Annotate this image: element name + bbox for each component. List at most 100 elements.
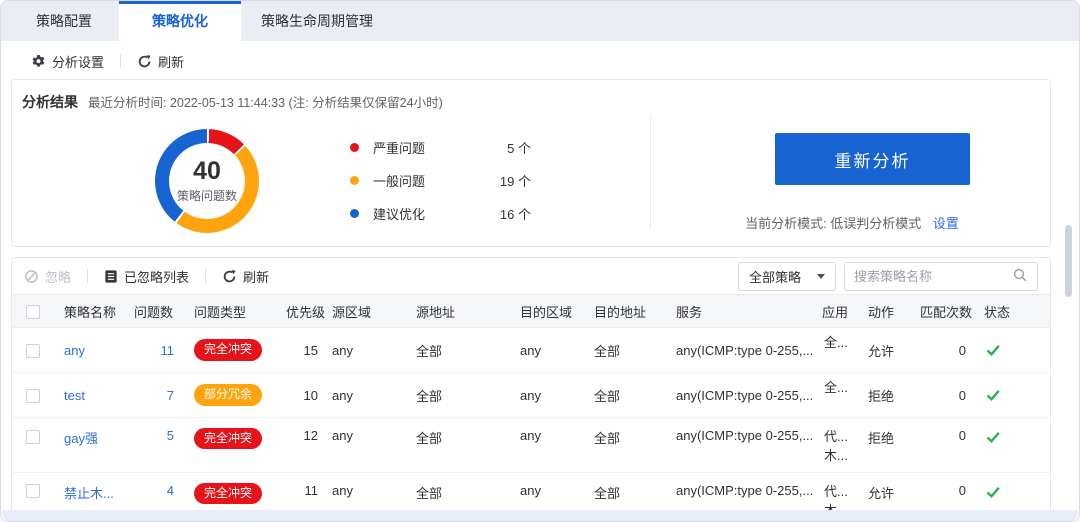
cell-service: any(ICMP:type 0-255,... [676,428,814,443]
cell-match-count: 0 [958,482,966,498]
refresh-icon [222,269,237,284]
issue-count-link[interactable]: 4 [166,482,174,498]
mode-settings-link[interactable]: 设置 [932,216,959,231]
general-dot-icon [350,175,359,185]
issues-donut-chart: 40 策略问题数 [155,129,259,233]
policy-table: 策略名称 问题数 问题类型 优先级 源区域 源地址 目的区域 目的地址 服务 应… [12,294,1050,521]
cell-src-zone: any [332,428,353,443]
cell-dst-zone: any [520,482,541,498]
issue-count-link[interactable]: 7 [166,387,174,403]
header-dst-addr: 目的地址 [592,294,674,328]
donut-total-value: 40 [193,157,221,186]
header-dst-zone: 目的区域 [518,294,592,328]
cell-priority: 10 [303,387,318,403]
toolbar-divider [120,54,122,68]
issue-type-badge: 部分冗余 [194,384,263,406]
row-checkbox[interactable] [26,429,40,444]
cell-app: 代...木... [824,429,848,463]
cell-src-zone: any [332,387,353,403]
tab-policy-config[interactable]: 策略配置 [36,13,92,29]
cell-src-zone: any [332,342,353,358]
cell-dst-addr: 全部 [594,388,621,404]
legend-count: 16 个 [499,206,531,222]
header-src-addr: 源地址 [414,294,518,328]
cell-service: any(ICMP:type 0-255,... [676,387,814,403]
list-icon [104,269,118,284]
header-priority: 优先级 [284,294,330,328]
legend-item-suggest: 建议优化 16 个 [350,202,535,224]
analysis-settings-label: 分析设置 [52,54,105,70]
cell-match-count: 0 [958,387,966,403]
policy-table-card: 忽略 已忽略列表 刷新 全部策略 [11,257,1051,521]
issue-type-badge: 完全冲突 [194,482,263,505]
table-refresh-button[interactable]: 刷新 [222,267,269,286]
legend-count: 5 个 [507,140,531,156]
page-toolbar: 分析设置 刷新 [31,45,184,77]
legend-count: 19 个 [499,173,531,189]
tab-policy-optimization[interactable]: 策略优化 [119,1,241,41]
analysis-settings-button[interactable]: 分析设置 [31,52,104,71]
cell-src-addr: 全部 [416,343,443,359]
cell-dst-addr: 全部 [594,343,621,359]
header-app: 应用 [820,294,862,328]
issue-count-link[interactable]: 5 [166,428,174,443]
header-src-zone: 源区域 [330,294,414,328]
policy-search-input[interactable] [854,268,1012,284]
ignore-icon [24,269,39,284]
table-row: gay强 5 完全冲突 12 any 全部 any 全部 any(ICMP:ty… [12,418,1050,473]
policy-name-link[interactable]: any [64,342,85,358]
policy-search-box [844,261,1038,291]
vertical-scrollbar-thumb[interactable] [1065,225,1072,297]
analysis-result-card: 分析结果 最近分析时间: 2022-05-13 11:44:33 (注: 分析结… [11,79,1051,247]
row-checkbox[interactable] [26,343,40,358]
ignored-list-button[interactable]: 已忽略列表 [104,267,189,286]
reanalyze-button[interactable]: 重新分析 [775,133,970,185]
select-all-checkbox[interactable] [26,304,40,319]
refresh-button[interactable]: 刷新 [137,52,184,71]
cell-app: 全... [824,380,848,395]
cell-action: 允许 [868,485,895,501]
legend-label: 一般问题 [373,173,426,189]
toolbar-divider [87,269,89,283]
cell-action: 允许 [868,343,895,359]
header-action: 动作 [862,294,918,328]
row-checkbox[interactable] [26,388,40,403]
header-match-count: 匹配次数 [918,294,978,328]
issue-count-link[interactable]: 11 [160,342,175,358]
policy-filter-value: 全部策略 [749,269,802,285]
issue-type-badge: 完全冲突 [194,428,263,450]
analysis-mode-text: 当前分析模式: 低误判分析模式 [745,216,922,231]
row-checkbox[interactable] [26,484,40,499]
table-row: any 11 完全冲突 15 any 全部 any 全部 any(ICMP:ty… [12,328,1050,373]
header-status: 状态 [978,294,1050,328]
critical-dot-icon [350,142,359,152]
legend-item-general: 一般问题 19 个 [350,169,535,191]
cell-app: 全... [824,335,848,350]
gear-icon [31,54,46,69]
cell-src-addr: 全部 [416,388,443,404]
donut-total-label: 策略问题数 [176,188,237,203]
legend-label: 严重问题 [373,140,426,156]
policy-name-link[interactable]: test [64,387,85,403]
table-toolbar: 忽略 已忽略列表 刷新 全部策略 [12,258,1050,294]
status-ok-icon [984,483,1050,501]
cell-priority: 12 [303,428,318,443]
page-bottom-strip [2,510,1078,521]
suggest-dot-icon [350,208,359,218]
analysis-result-title: 分析结果 [22,94,78,110]
ignore-button[interactable]: 忽略 [24,267,71,286]
status-ok-icon [984,341,1050,359]
cell-src-addr: 全部 [416,485,443,501]
donut-legend: 严重问题 5 个 一般问题 19 个 建议优化 16 个 [350,136,535,235]
header-issue-type: 问题类型 [188,294,284,328]
policy-name-link[interactable]: 禁止木... [64,485,114,501]
table-header-row: 策略名称 问题数 问题类型 优先级 源区域 源地址 目的区域 目的地址 服务 应… [12,294,1050,328]
cell-dst-zone: any [520,342,541,358]
toolbar-divider [205,269,207,283]
tab-policy-lifecycle[interactable]: 策略生命周期管理 [261,13,373,29]
search-icon[interactable] [1012,267,1028,286]
cell-action: 拒绝 [868,388,895,404]
policy-filter-select[interactable]: 全部策略 [738,261,836,291]
status-ok-icon [984,386,1050,404]
policy-name-link[interactable]: gay强 [64,431,98,446]
